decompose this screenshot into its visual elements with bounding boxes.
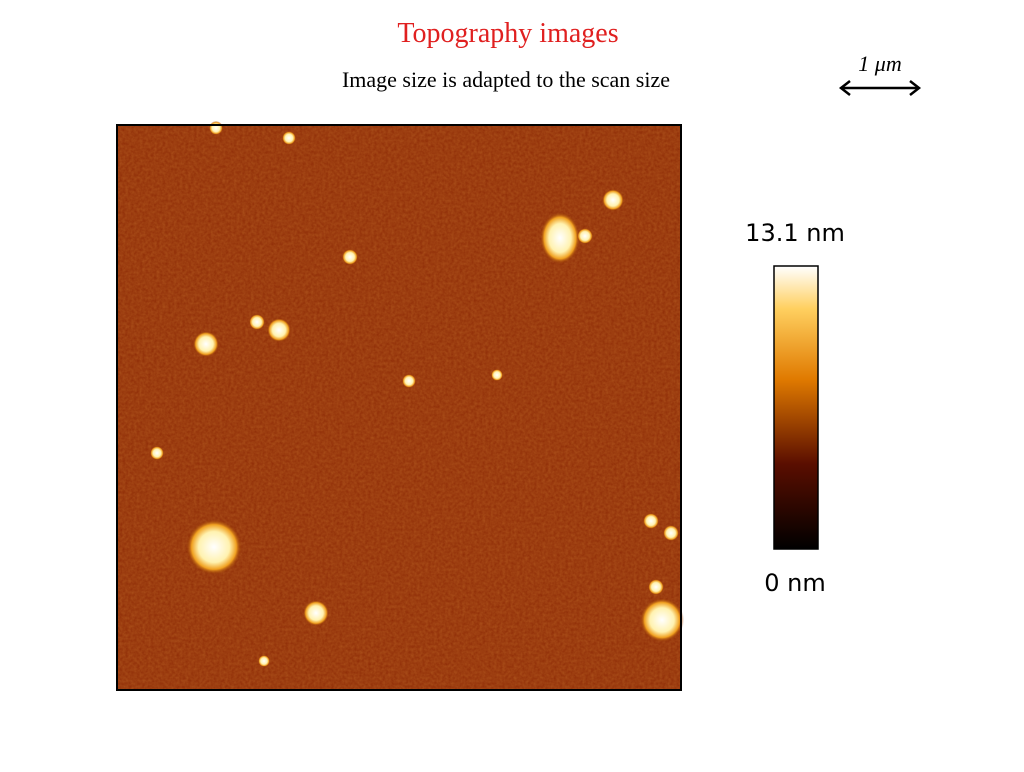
scale-bar-arrow — [838, 80, 922, 96]
subtitle: Image size is adapted to the scan size — [342, 67, 670, 92]
title: Topography images — [397, 18, 618, 49]
colorbar-min-label: 0 nm — [764, 569, 826, 597]
colorbar-max-label: 13.1 nm — [745, 219, 845, 247]
afm-image — [116, 121, 684, 691]
scale-bar-label: 1 μm — [858, 51, 901, 76]
colorbar — [773, 265, 819, 550]
